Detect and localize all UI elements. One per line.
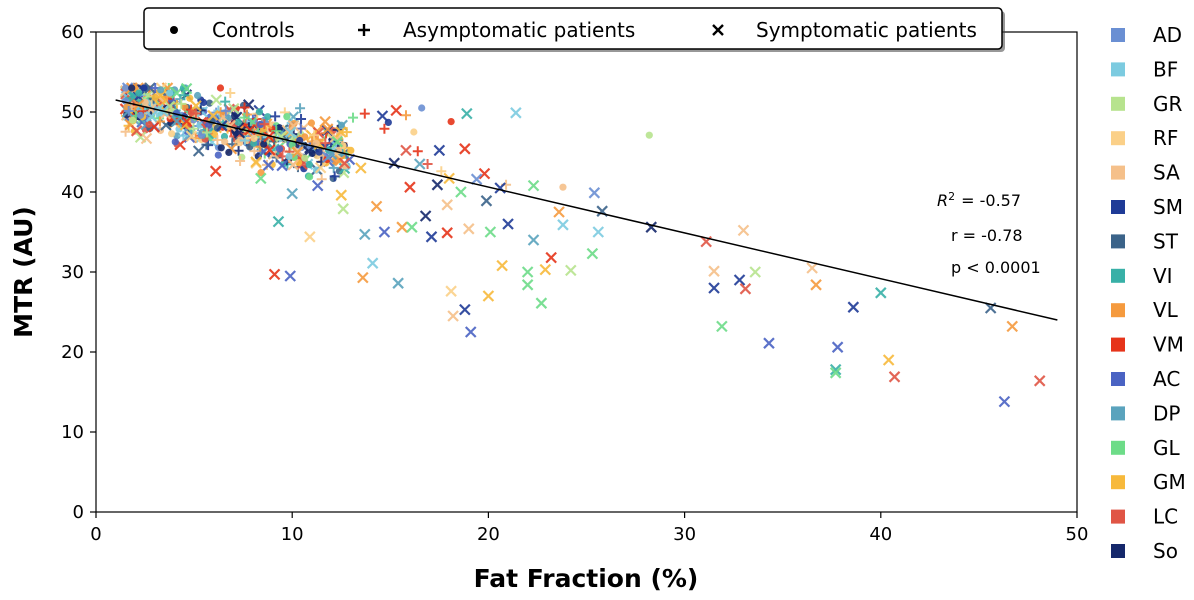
cluster-dot-611: [152, 94, 159, 101]
control-point-0: [418, 104, 425, 111]
cluster-dot-415: [172, 138, 179, 145]
r-squared-value: = -0.57: [961, 191, 1021, 210]
cluster-dot-580: [217, 84, 224, 91]
cluster-dot-584: [250, 135, 257, 142]
muscle-label-st: ST: [1153, 229, 1179, 253]
muscle-label-ac: AC: [1153, 367, 1180, 391]
cluster-dot-616: [145, 121, 152, 128]
p-value-label: p < 0.0001: [951, 258, 1041, 277]
muscle-label-sm: SM: [1153, 195, 1183, 219]
muscle-swatch-gm: [1111, 475, 1125, 489]
cluster-dot-573: [137, 112, 144, 119]
muscle-swatch-dp: [1111, 406, 1125, 420]
legend-asymptomatic-label: Asymptomatic patients: [403, 18, 635, 42]
muscle-swatch-gr: [1111, 97, 1125, 111]
cluster-dot-541: [260, 141, 267, 148]
x-tick-label-40: 40: [869, 524, 892, 545]
control-point-2: [559, 184, 566, 191]
y-tick-label-40: 40: [61, 182, 84, 203]
y-tick-label-50: 50: [61, 102, 84, 123]
y-tick-label-0: 0: [73, 502, 84, 523]
y-tick-label-20: 20: [61, 342, 84, 363]
muscle-label-dp: DP: [1153, 401, 1180, 425]
cluster-dot-587: [135, 90, 142, 97]
muscle-swatch-ac: [1111, 372, 1125, 386]
muscle-swatch-bf: [1111, 62, 1125, 76]
cluster-dot-517: [285, 153, 292, 160]
cluster-dot-511: [306, 173, 313, 180]
muscle-label-lc: LC: [1153, 505, 1178, 529]
x-tick-label-30: 30: [673, 524, 696, 545]
muscle-swatch-vl: [1111, 303, 1125, 317]
cluster-dot-570: [140, 84, 147, 91]
cluster-dot-560: [166, 90, 173, 97]
muscle-label-bf: BF: [1153, 57, 1178, 81]
muscle-label-vl: VL: [1153, 298, 1179, 322]
x-tick-label-50: 50: [1066, 524, 1089, 545]
cluster-dot-295: [168, 130, 175, 137]
cluster-dot-601: [225, 149, 232, 156]
cluster-dot-565: [301, 155, 308, 162]
cluster-dot-532: [235, 119, 242, 126]
cluster-dot-393: [308, 119, 315, 126]
muscle-swatch-ad: [1111, 28, 1125, 42]
y-tick-label-30: 30: [61, 262, 84, 283]
cluster-dot-598: [128, 84, 135, 91]
muscle-label-sa: SA: [1153, 161, 1180, 185]
cluster-dot-392: [194, 92, 201, 99]
legend-controls-marker: [170, 26, 178, 34]
muscle-label-vi: VI: [1153, 264, 1173, 288]
muscle-swatch-vm: [1111, 338, 1125, 352]
cluster-dot-455: [218, 144, 225, 151]
cluster-dot-423: [316, 148, 323, 155]
cluster-dot-574: [309, 150, 316, 157]
cluster-dot-425: [200, 99, 207, 106]
cluster-dot-583: [129, 117, 136, 124]
control-point-1: [448, 118, 455, 125]
muscle-swatch-so: [1111, 544, 1125, 558]
control-point-4: [410, 128, 417, 135]
muscle-label-gr: GR: [1153, 92, 1182, 116]
r-squared-exponent: 2: [948, 190, 955, 203]
y-axis-title: MTR (AU): [9, 206, 38, 338]
control-point-3: [646, 132, 653, 139]
cluster-dot-550: [122, 84, 129, 91]
x-tick-label-0: 0: [90, 524, 101, 545]
muscle-swatch-vi: [1111, 269, 1125, 283]
legend-controls-label: Controls: [212, 18, 295, 42]
y-tick-label-60: 60: [61, 22, 84, 43]
x-axis-title: Fat Fraction (%): [474, 564, 699, 593]
cluster-dot-556: [276, 145, 283, 152]
cluster-dot-489: [215, 151, 222, 158]
muscle-label-ad: AD: [1153, 23, 1182, 47]
x-tick-label-10: 10: [281, 524, 304, 545]
muscle-label-vm: VM: [1153, 333, 1184, 357]
muscle-swatch-sa: [1111, 166, 1125, 180]
muscle-label-rf: RF: [1153, 126, 1178, 150]
cluster-dot-549: [256, 108, 263, 115]
cluster-dot-430: [306, 161, 313, 168]
muscle-swatch-gl: [1111, 441, 1125, 455]
cluster-dot-589: [157, 86, 164, 93]
muscle-swatch-sm: [1111, 200, 1125, 214]
y-tick-label-10: 10: [61, 422, 84, 443]
muscle-label-gm: GM: [1153, 470, 1186, 494]
r-value-label: r = -0.78: [951, 226, 1023, 245]
cluster-dot-375: [283, 113, 290, 120]
muscle-label-so: So: [1153, 539, 1178, 563]
x-tick-label-20: 20: [477, 524, 500, 545]
r-squared-symbol: R: [937, 191, 948, 210]
muscle-swatch-rf: [1111, 131, 1125, 145]
muscle-label-gl: GL: [1153, 436, 1180, 460]
muscle-swatch-lc: [1111, 510, 1125, 524]
muscle-swatch-st: [1111, 234, 1125, 248]
group-legend: Controls Asymptomatic patients Symptomat…: [144, 8, 1005, 52]
legend-symptomatic-label: Symptomatic patients: [756, 18, 977, 42]
